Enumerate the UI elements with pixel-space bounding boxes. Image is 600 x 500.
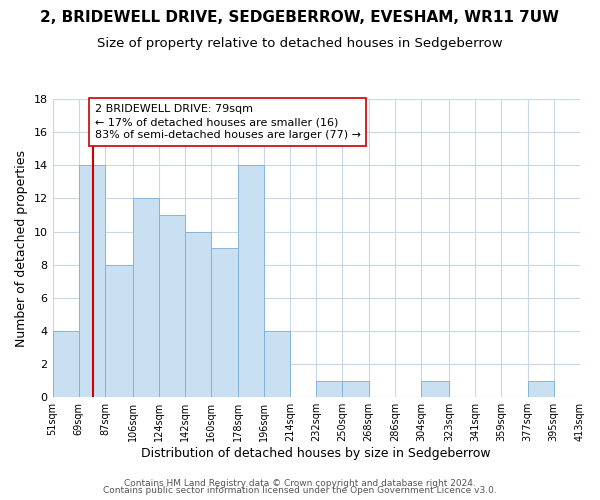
Bar — [79, 166, 105, 397]
Bar — [238, 166, 264, 397]
Text: Contains HM Land Registry data © Crown copyright and database right 2024.: Contains HM Land Registry data © Crown c… — [124, 478, 476, 488]
Bar — [527, 380, 554, 397]
Bar — [343, 380, 369, 397]
Bar — [159, 215, 185, 397]
Bar — [211, 248, 238, 397]
Text: 2, BRIDEWELL DRIVE, SEDGEBERROW, EVESHAM, WR11 7UW: 2, BRIDEWELL DRIVE, SEDGEBERROW, EVESHAM… — [41, 10, 560, 25]
Bar — [185, 232, 211, 397]
Bar — [316, 380, 343, 397]
Text: Size of property relative to detached houses in Sedgeberrow: Size of property relative to detached ho… — [97, 38, 503, 51]
Bar — [53, 331, 79, 397]
Bar — [580, 380, 600, 397]
Bar — [264, 331, 290, 397]
Bar — [105, 264, 133, 397]
X-axis label: Distribution of detached houses by size in Sedgeberrow: Distribution of detached houses by size … — [142, 447, 491, 460]
Y-axis label: Number of detached properties: Number of detached properties — [15, 150, 28, 346]
Bar — [421, 380, 449, 397]
Bar — [133, 198, 159, 397]
Text: Contains public sector information licensed under the Open Government Licence v3: Contains public sector information licen… — [103, 486, 497, 495]
Text: 2 BRIDEWELL DRIVE: 79sqm
← 17% of detached houses are smaller (16)
83% of semi-d: 2 BRIDEWELL DRIVE: 79sqm ← 17% of detach… — [95, 104, 361, 141]
